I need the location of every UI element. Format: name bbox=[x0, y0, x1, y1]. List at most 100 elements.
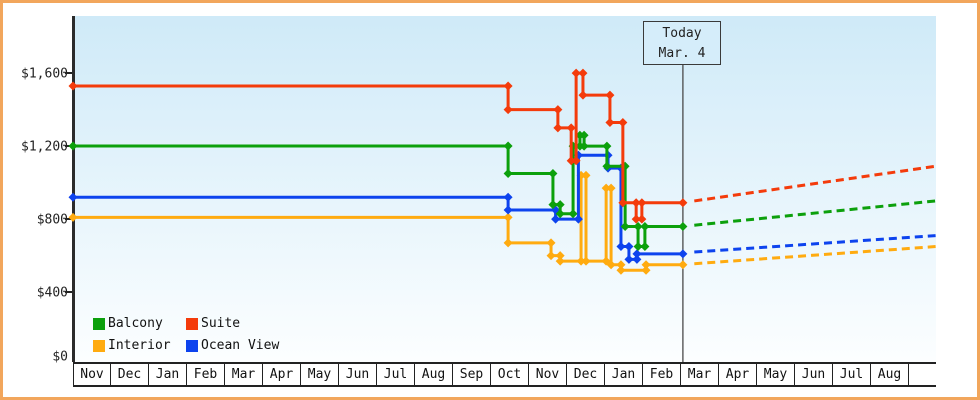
series-interior-marker bbox=[616, 265, 626, 275]
series-interior-marker bbox=[606, 260, 616, 270]
month-cell: May bbox=[301, 364, 339, 385]
month-cell: Nov bbox=[529, 364, 567, 385]
series-interior-marker bbox=[601, 183, 611, 193]
series-interior-marker bbox=[581, 170, 591, 180]
month-cell: May bbox=[757, 364, 795, 385]
series-interior-marker bbox=[546, 251, 556, 261]
month-cell: Apr bbox=[263, 364, 301, 385]
legend-row: Balcony Suite bbox=[93, 316, 279, 331]
series-balcony-marker bbox=[568, 209, 578, 219]
series-balcony-marker bbox=[602, 141, 612, 151]
series-ocean-view-marker bbox=[632, 249, 642, 259]
series-suite-marker bbox=[678, 198, 688, 208]
series-suite-marker bbox=[618, 198, 628, 208]
series-suite-marker bbox=[553, 105, 563, 115]
series-interior-marker bbox=[503, 212, 513, 222]
y-tick-label: $800 bbox=[37, 213, 68, 228]
series-suite-marker bbox=[571, 68, 581, 78]
series-balcony-projection bbox=[694, 199, 936, 227]
series-balcony-marker bbox=[503, 169, 513, 179]
series-suite-marker bbox=[637, 198, 647, 208]
y-axis-line bbox=[72, 16, 75, 362]
legend-swatch-ocean-view bbox=[186, 339, 198, 352]
series-balcony-marker bbox=[548, 200, 558, 210]
month-cell: Feb bbox=[643, 364, 681, 385]
series-balcony-marker bbox=[620, 221, 630, 231]
series-suite-marker bbox=[503, 81, 513, 91]
series-balcony-marker bbox=[602, 161, 612, 171]
series-balcony-marker bbox=[68, 141, 78, 151]
legend-item-balcony: Balcony bbox=[93, 316, 186, 331]
series-balcony-marker bbox=[579, 141, 589, 151]
series-ocean-view-marker bbox=[616, 242, 626, 252]
legend-label-ocean-view: Ocean View bbox=[201, 338, 280, 353]
series-suite-marker bbox=[571, 156, 581, 166]
series-interior-marker bbox=[555, 256, 565, 266]
series-suite-marker bbox=[631, 198, 641, 208]
month-cell: Sep bbox=[453, 364, 491, 385]
series-interior-marker bbox=[581, 256, 591, 266]
y-tick-label: $400 bbox=[37, 286, 68, 301]
series-balcony-marker bbox=[579, 130, 589, 140]
month-cell: Jun bbox=[339, 364, 377, 385]
series-interior-marker bbox=[546, 238, 556, 248]
series-interior-marker bbox=[678, 260, 688, 270]
series-interior-marker bbox=[555, 251, 565, 261]
month-cell: Nov bbox=[73, 364, 111, 385]
series-suite-marker bbox=[503, 105, 513, 115]
series-interior-marker bbox=[68, 212, 78, 222]
legend-label-balcony: Balcony bbox=[108, 316, 163, 331]
series-ocean-view-marker bbox=[573, 214, 583, 224]
legend-item-suite: Suite bbox=[186, 316, 240, 331]
month-cell: Jun bbox=[795, 364, 833, 385]
plot-background bbox=[75, 16, 936, 362]
series-interior-projection bbox=[694, 245, 936, 266]
series-suite-marker bbox=[566, 156, 576, 166]
series-balcony-marker bbox=[633, 242, 643, 252]
y-tick-label: $0 bbox=[52, 350, 68, 365]
series-suite-marker bbox=[605, 117, 615, 127]
price-history-chart: $0 $400 $800 $1,200 $1,600 bbox=[21, 16, 936, 365]
series-balcony-marker bbox=[555, 209, 565, 219]
month-cell: Aug bbox=[415, 364, 453, 385]
series-balcony-marker bbox=[633, 221, 643, 231]
today-date: Mar. 4 bbox=[658, 46, 706, 61]
series-ocean-view-marker bbox=[678, 249, 688, 259]
series-ocean-view-marker bbox=[503, 192, 513, 202]
legend-row: Interior Ocean View bbox=[93, 338, 279, 353]
series-balcony-marker bbox=[555, 200, 565, 210]
series-balcony-marker bbox=[548, 169, 558, 179]
series-suite-marker bbox=[631, 214, 641, 224]
legend-item-ocean-view: Ocean View bbox=[186, 338, 279, 353]
series-suite-projection bbox=[694, 164, 936, 203]
today-annotation: Today Mar. 4 bbox=[643, 21, 721, 65]
series-balcony-marker bbox=[640, 242, 650, 252]
series-suite-marker bbox=[605, 90, 615, 100]
month-cell: Jan bbox=[149, 364, 187, 385]
month-cell: Dec bbox=[111, 364, 149, 385]
month-cell: Jan bbox=[605, 364, 643, 385]
month-cell: Jul bbox=[377, 364, 415, 385]
series-interior-marker bbox=[641, 260, 651, 270]
series-ocean-view-marker bbox=[68, 192, 78, 202]
month-cell: Mar bbox=[681, 364, 719, 385]
legend-label-suite: Suite bbox=[201, 316, 241, 331]
legend-swatch-suite bbox=[186, 317, 198, 330]
legend: Balcony Suite Interior Ocean View bbox=[93, 316, 279, 353]
month-cell: Apr bbox=[719, 364, 757, 385]
month-axis: Nov Dec Jan Feb Mar Apr May Jun Jul Aug Sep Oct Nov D… bbox=[73, 362, 936, 387]
series-suite-marker bbox=[578, 68, 588, 78]
month-cell: Oct bbox=[491, 364, 529, 385]
series-suite-marker bbox=[566, 123, 576, 133]
series-suite-marker bbox=[618, 117, 628, 127]
legend-item-interior: Interior bbox=[93, 338, 186, 353]
legend-swatch-balcony bbox=[93, 317, 105, 330]
series-ocean-view-marker bbox=[503, 205, 513, 215]
series-balcony-marker bbox=[678, 221, 688, 231]
legend-swatch-interior bbox=[93, 339, 105, 352]
month-cell: Mar bbox=[225, 364, 263, 385]
series-suite-marker bbox=[68, 81, 78, 91]
series-interior-marker bbox=[616, 260, 626, 270]
series-suite-marker bbox=[637, 214, 647, 224]
